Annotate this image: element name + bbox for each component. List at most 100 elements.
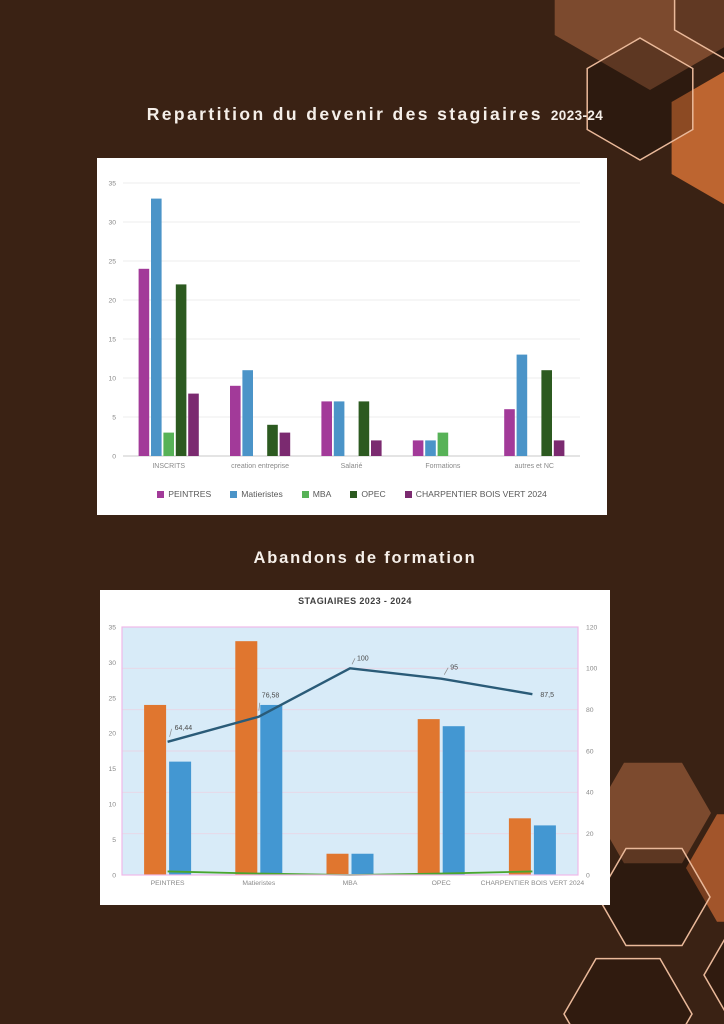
bar <box>412 440 424 456</box>
left-axis-label: 5 <box>112 837 116 844</box>
y-axis-label: 25 <box>108 258 116 265</box>
category-label: CHARPENTIER BOIS VERT 2024 <box>481 880 585 887</box>
bar <box>371 440 382 456</box>
grouped-bar-chart: 0 5 10 15 20 25 30 35 INSCRITS creation entrepris… <box>108 180 580 470</box>
bar <box>267 424 278 456</box>
legend-item: PEINTRES <box>157 489 211 499</box>
legend-item: MBA <box>301 489 332 499</box>
left-axis-label: 30 <box>108 660 116 667</box>
hexagon-fill-orange-bottom <box>686 814 724 922</box>
data-label: 87,5 <box>540 692 554 699</box>
bar <box>151 198 162 456</box>
bar <box>333 401 345 456</box>
left-axis-label: 25 <box>108 695 116 702</box>
bar <box>516 354 528 456</box>
bar <box>321 401 332 456</box>
plot-border <box>121 626 579 876</box>
bar-orange <box>508 818 531 875</box>
category-label: PEINTRES <box>151 880 185 887</box>
category-label: creation entreprise <box>231 463 289 470</box>
y-axis-label: 5 <box>112 414 116 421</box>
bar <box>437 432 449 456</box>
legend-item: Matieristes <box>230 489 283 499</box>
legend-swatch <box>230 490 238 498</box>
y-axis-label: 10 <box>108 375 116 382</box>
bar <box>504 409 515 456</box>
legend-swatch <box>350 490 358 498</box>
left-axis-label: 15 <box>108 766 116 773</box>
right-axis-label: 0 <box>586 872 590 879</box>
chart-card-abandons: STAGIAIRES 2023 - 2024 0 5 10 15 20 25 30 35 0 20… <box>100 590 610 905</box>
bar <box>358 401 370 456</box>
bar-blue <box>442 726 465 875</box>
category-label: INSCRITS <box>152 463 185 470</box>
bar <box>175 284 187 456</box>
page-title-repartition: Repartition du devenir des stagiaires 202… <box>110 104 640 125</box>
bar-blue <box>260 704 283 875</box>
left-axis-label: 20 <box>108 731 116 738</box>
hexagon-outline-top <box>586 37 694 161</box>
bar <box>188 393 199 456</box>
data-label: 100 <box>357 655 369 662</box>
y-axis-label: 0 <box>112 453 116 460</box>
legend-swatch <box>157 490 165 498</box>
y-axis-label: 35 <box>108 180 116 187</box>
right-axis-label: 80 <box>586 707 594 714</box>
legend-swatch <box>404 490 412 498</box>
bar <box>425 440 436 456</box>
category-label: OPEC <box>432 880 451 887</box>
bar <box>138 268 150 456</box>
chart-legend: PEINTRES Matieristes MBA OPEC CHARPENTIER BO… <box>97 489 607 499</box>
bar-orange <box>326 853 349 875</box>
y-axis-label: 30 <box>108 219 116 226</box>
bar-orange <box>144 704 167 875</box>
left-axis-label: 0 <box>112 872 116 879</box>
data-label-leader <box>443 667 449 675</box>
right-axis-label: 20 <box>586 831 594 838</box>
data-label-leader <box>351 658 356 665</box>
bar-orange <box>417 719 440 875</box>
title-text: Repartition du devenir des stagiaires <box>146 104 543 124</box>
right-axis-label: 100 <box>586 666 598 673</box>
hexagon-outline-bottom-3 <box>703 938 724 1012</box>
legend-item: OPEC <box>350 489 386 499</box>
left-axis-label: 35 <box>108 624 116 631</box>
hexagon-outline-bottom-2 <box>563 957 693 1024</box>
hexagon-fill-bottom <box>595 762 711 864</box>
hexagon-outline-top-corner <box>673 0 724 60</box>
legend-label: Matieristes <box>241 489 283 499</box>
bar <box>279 432 291 456</box>
data-label: 95 <box>450 665 458 672</box>
y-axis-label: 15 <box>108 336 116 343</box>
right-axis-label: 60 <box>586 748 594 755</box>
title-year: 2023-24 <box>550 108 604 123</box>
combo-chart: 0 5 10 15 20 25 30 35 0 20 40 60 80 100 120 PEINTRES Mat… <box>108 624 598 887</box>
data-label-leader <box>169 728 172 737</box>
category-label: autres et NC <box>515 463 554 470</box>
category-label: Matieristes <box>242 880 275 887</box>
right-axis-label: 120 <box>586 624 598 631</box>
legend-swatch <box>301 490 309 498</box>
bar-blue <box>169 761 192 875</box>
bar <box>553 440 565 456</box>
legend-label: OPEC <box>361 489 386 499</box>
legend-label: PEINTRES <box>168 489 212 499</box>
bar <box>230 385 241 456</box>
hexagon-outline-bottom-1 <box>597 847 711 947</box>
bar <box>242 370 253 456</box>
trend-line <box>167 667 533 743</box>
bar <box>541 370 552 456</box>
bar-orange <box>235 641 258 875</box>
legend-item: CHARPENTIER BOIS VERT 2024 <box>404 489 547 499</box>
category-label: Formations <box>425 463 461 470</box>
legend-label: CHARPENTIER BOIS VERT 2024 <box>415 489 547 499</box>
right-axis-label: 40 <box>586 790 594 797</box>
y-axis-label: 20 <box>108 297 116 304</box>
data-label-leader <box>258 702 261 711</box>
data-label: 76,58 <box>262 693 280 700</box>
legend-label: MBA <box>312 489 332 499</box>
bar-blue <box>351 853 374 875</box>
category-label: Salarié <box>341 463 363 470</box>
left-axis-label: 10 <box>108 802 116 809</box>
